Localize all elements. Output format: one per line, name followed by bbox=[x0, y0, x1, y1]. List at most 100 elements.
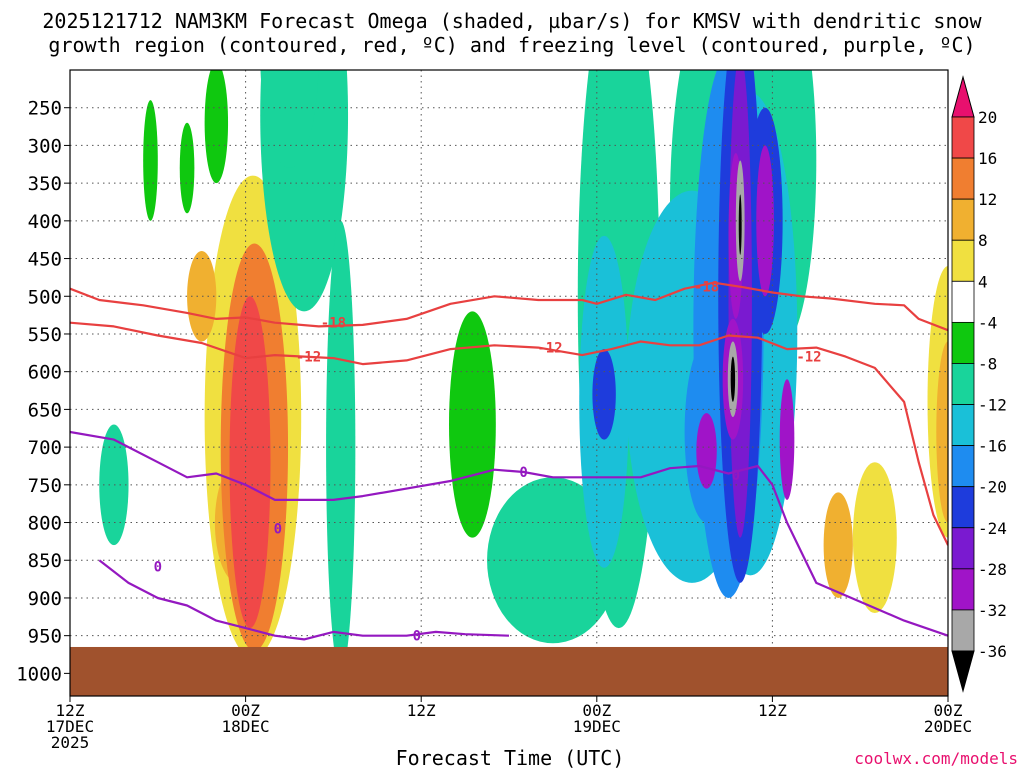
y-tick-label-950: 950 bbox=[28, 626, 62, 648]
colorbar-bottom-arrow bbox=[951, 650, 975, 693]
omega-shading bbox=[70, 70, 948, 674]
x-tick-label-48-1: 12Z bbox=[758, 701, 787, 720]
omega-cell-8 bbox=[530, 85, 546, 327]
colorbar-swatch-8 bbox=[951, 445, 975, 488]
omega-cell-14 bbox=[893, 477, 929, 598]
y-tick-label-500: 500 bbox=[28, 286, 62, 308]
colorbar-label-9: -20 bbox=[978, 478, 1007, 497]
colorbar-swatch-5 bbox=[951, 321, 975, 364]
x-axis-label: Forecast Time (UTC) bbox=[396, 746, 625, 768]
omega-cell-18 bbox=[204, 70, 229, 184]
colorbar-label-7: -12 bbox=[978, 396, 1007, 415]
contour-labels: -18 -12 -12 -18 -12 0 0 0 0 0 bbox=[154, 279, 822, 644]
y-tick-label-250: 250 bbox=[28, 98, 62, 120]
colorbar-label-3: 8 bbox=[978, 231, 988, 250]
contour-lines bbox=[70, 281, 948, 641]
x-tick-label-0-1: 12Z bbox=[56, 701, 85, 720]
colorbar-label-5: -4 bbox=[978, 313, 997, 332]
omega-cell-5 bbox=[358, 341, 382, 478]
colorbar-swatch-6 bbox=[951, 363, 975, 405]
omega-cell-43 bbox=[592, 349, 616, 440]
y-tick-label-450: 450 bbox=[28, 249, 62, 271]
y-tick-label-700: 700 bbox=[28, 437, 62, 459]
freezing-level-low-line bbox=[98, 559, 510, 641]
freezing-level-line bbox=[70, 430, 948, 637]
y-tick-label-850: 850 bbox=[28, 550, 62, 572]
omega-cell-33 bbox=[187, 251, 217, 342]
contour-label-2: -12 bbox=[537, 341, 562, 357]
omega-cell-19 bbox=[143, 100, 158, 221]
colorbar-swatch-0 bbox=[951, 116, 975, 159]
y-tick-label-400: 400 bbox=[28, 211, 62, 233]
omega-cell-25 bbox=[260, 70, 319, 169]
colorbar-swatch-11 bbox=[951, 568, 975, 611]
contour-label-4: -12 bbox=[796, 350, 821, 366]
credit-text: coolwx.com/models bbox=[854, 749, 1018, 768]
omega-cell-54 bbox=[730, 356, 736, 402]
colorbar-label-10: -24 bbox=[978, 519, 1007, 538]
colorbar-label-6: -8 bbox=[978, 354, 997, 373]
contour-label-6: 0 bbox=[732, 468, 740, 484]
colorbar-label-1: 16 bbox=[978, 149, 997, 168]
omega-cell-55 bbox=[738, 194, 742, 255]
colorbar-swatch-1 bbox=[951, 157, 975, 200]
colorbar-swatch-10 bbox=[951, 527, 975, 570]
omega-cell-11 bbox=[844, 92, 862, 169]
colorbar-label-8: -16 bbox=[978, 437, 1007, 456]
chart-title-line2: growth region (contoured, red, ºC) and f… bbox=[48, 33, 975, 57]
x-tick-label-0-2: 17DEC bbox=[46, 717, 94, 736]
y-tick-label-900: 900 bbox=[28, 588, 62, 610]
contour-label-9: 0 bbox=[274, 522, 282, 538]
omega-cell-15 bbox=[877, 220, 902, 312]
omega-cell-34 bbox=[936, 341, 948, 523]
colorbar-swatch-4 bbox=[951, 280, 975, 323]
y-tick-label-1000: 1000 bbox=[16, 663, 62, 685]
y-tick-label-650: 650 bbox=[28, 399, 62, 421]
y-tick-label-350: 350 bbox=[28, 173, 62, 195]
colorbar-swatch-7 bbox=[951, 404, 975, 447]
omega-cell-28 bbox=[487, 477, 619, 644]
chart-title-line1: 2025121712 NAM3KM Forecast Omega (shaded… bbox=[42, 9, 982, 33]
colorbar-label-11: -28 bbox=[978, 560, 1007, 579]
contour-label-1: -12 bbox=[296, 350, 321, 366]
colorbar-swatch-3 bbox=[951, 239, 975, 282]
x-tick-label-60-2: 20DEC bbox=[924, 717, 972, 736]
omega-cell-10 bbox=[811, 228, 836, 334]
contour-label-7: 0 bbox=[413, 629, 421, 645]
colorbar-label-4: 4 bbox=[978, 272, 988, 291]
omega-cell-35 bbox=[823, 492, 853, 598]
colorbar-label-2: 12 bbox=[978, 190, 997, 209]
contour-label-8: 0 bbox=[154, 559, 162, 575]
colorbar-swatch-12 bbox=[951, 609, 975, 652]
contour-label-3: -18 bbox=[694, 279, 719, 295]
omega-cell-9 bbox=[435, 205, 480, 342]
y-tick-label-600: 600 bbox=[28, 362, 62, 384]
omega-cell-20 bbox=[449, 311, 496, 538]
omega-cell-51 bbox=[779, 379, 795, 500]
colorbar-top-arrow bbox=[951, 75, 975, 118]
omega-cell-7 bbox=[500, 77, 518, 169]
contour-label-0: -18 bbox=[321, 316, 346, 332]
plot-area: -18 -12 -12 -18 -12 0 0 0 0 0 bbox=[69, 69, 949, 697]
x-tick-label-12-1: 00Z bbox=[231, 701, 260, 720]
contour-label-5: 0 bbox=[519, 465, 527, 481]
omega-cell-27 bbox=[99, 424, 129, 546]
omega-cell-23 bbox=[852, 462, 897, 614]
x-tick-label-0-3: 2025 bbox=[51, 733, 90, 752]
omega-cell-6 bbox=[403, 115, 439, 267]
colorbar-swatch-2 bbox=[951, 198, 975, 241]
y-tick-label-300: 300 bbox=[28, 135, 62, 157]
ground-surface bbox=[70, 646, 948, 696]
colorbar-label-12: -32 bbox=[978, 601, 1007, 620]
x-tick-label-60-1: 00Z bbox=[934, 701, 963, 720]
colorbar-label-0: 20 bbox=[978, 108, 997, 127]
y-tick-label-750: 750 bbox=[28, 475, 62, 497]
omega-cell-50 bbox=[696, 413, 717, 489]
colorbar: 20 16 12 8 4 -4 -8 -12 -16 -20 -24 -28 -32 -36 bbox=[951, 75, 1007, 693]
x-tick-label-12-2: 18DEC bbox=[222, 717, 270, 736]
plot-frame bbox=[69, 69, 949, 697]
x-tick-label-36-2: 19DEC bbox=[573, 717, 621, 736]
y-tick-label-800: 800 bbox=[28, 513, 62, 535]
